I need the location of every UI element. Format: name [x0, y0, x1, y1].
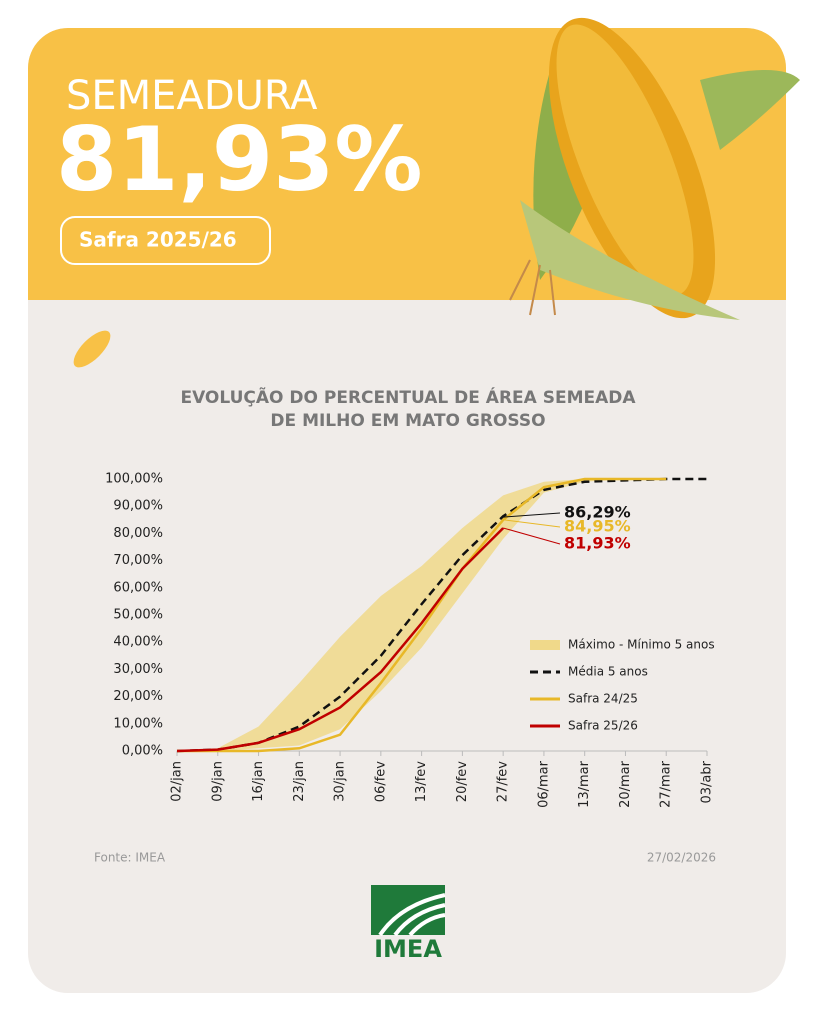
leader — [503, 527, 561, 545]
y-tick-label: 100,00% — [105, 472, 163, 487]
legend-label: Safra 25/26 — [568, 719, 638, 733]
x-tick-label: 16/jan — [251, 761, 266, 802]
x-tick-label: 09/jan — [210, 761, 225, 802]
legend-label: Máximo - Mínimo 5 anos — [568, 638, 715, 652]
y-tick-label: 50,00% — [113, 608, 163, 623]
y-tick-label: 10,00% — [113, 716, 163, 731]
series-line — [176, 527, 505, 753]
x-tick-label: 02/jan — [170, 761, 185, 802]
header-title: SEMEADURA — [66, 73, 318, 119]
legend-label: Média 5 anos — [568, 665, 648, 679]
y-tick-label: 90,00% — [113, 499, 163, 514]
y-tick-label: 40,00% — [113, 635, 163, 650]
y-tick-label: 20,00% — [113, 689, 163, 704]
corn-illustration — [509, 17, 800, 320]
y-tick-label: 70,00% — [113, 553, 163, 568]
y-tick-label: 0,00% — [122, 744, 163, 759]
annotation: 86,29% — [564, 503, 631, 522]
x-tick-label: 23/jan — [292, 761, 307, 802]
x-tick-label: 13/fev — [414, 761, 429, 802]
leader — [503, 519, 561, 528]
logo-stripes — [378, 893, 446, 937]
x-tick-label: 27/fev — [496, 761, 511, 802]
x-tick-label: 03/abr — [700, 760, 715, 803]
chart-title: DE MILHO EM MATO GROSSO — [270, 411, 545, 431]
header-value: 81,93% — [56, 108, 423, 211]
corn-icon — [73, 330, 111, 368]
date: 27/02/2026 — [647, 851, 716, 865]
chart-title: EVOLUÇÃO DO PERCENTUAL DE ÁREA SEMEADA — [180, 385, 636, 408]
annotation: 81,93% — [564, 534, 631, 553]
y-tick-label: 30,00% — [113, 662, 163, 677]
y-tick-label: 80,00% — [113, 526, 163, 541]
logo-text: IMEA — [374, 935, 442, 963]
badge-text: Safra 2025/26 — [79, 228, 237, 252]
annotation: 84,95% — [564, 517, 631, 536]
x-tick-label: 20/fev — [455, 761, 470, 802]
leader — [503, 512, 561, 518]
series-line — [176, 477, 707, 753]
band — [177, 479, 667, 751]
x-tick-label: 13/mar — [577, 760, 592, 808]
source: Fonte: IMEA — [94, 851, 166, 865]
legend-swatch — [530, 640, 560, 650]
y-tick-label: 60,00% — [113, 580, 163, 595]
x-tick-label: 20/mar — [618, 760, 633, 808]
series-line — [177, 477, 667, 753]
x-tick-label: 06/fev — [373, 761, 388, 802]
x-tick-label: 06/mar — [536, 760, 551, 808]
legend-label: Safra 24/25 — [568, 692, 638, 706]
x-tick-label: 27/mar — [659, 760, 674, 808]
badge-box — [60, 216, 271, 265]
x-tick-label: 30/jan — [333, 761, 348, 802]
